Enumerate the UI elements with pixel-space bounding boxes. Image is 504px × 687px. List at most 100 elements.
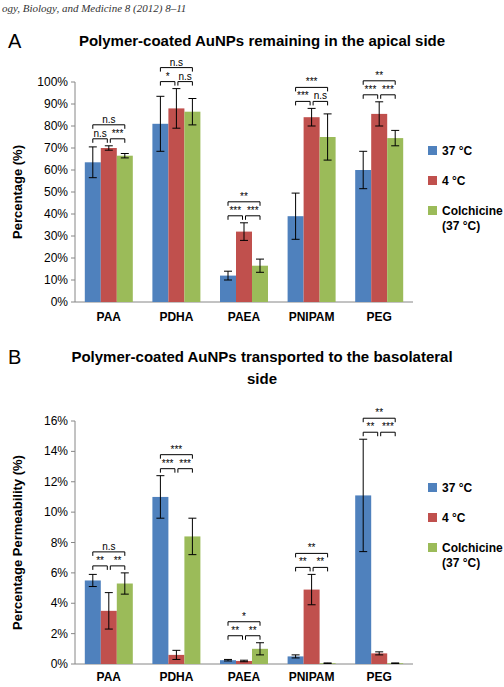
error-stem — [192, 518, 193, 554]
error-cap — [240, 222, 248, 223]
bar — [304, 117, 320, 302]
error-stem — [395, 130, 396, 145]
bar — [85, 162, 101, 302]
legend-label: Colchicine(37 °C) — [442, 204, 503, 233]
y-tick — [71, 572, 75, 573]
error-bar — [308, 574, 316, 604]
bar — [101, 148, 117, 302]
error-bar — [224, 271, 232, 280]
bar — [220, 660, 236, 664]
bar — [117, 584, 133, 664]
y-tick-label: 12% — [44, 475, 68, 489]
error-stem — [260, 259, 261, 272]
significance-label: *** — [365, 84, 377, 95]
significance-bracket: n.s — [178, 71, 193, 86]
error-bar — [105, 146, 113, 150]
error-stem — [108, 593, 109, 629]
y-tick — [71, 126, 75, 127]
significance-label: ** — [96, 555, 104, 566]
y-tick — [71, 236, 75, 237]
legend-line: 37 °C — [442, 481, 472, 495]
y-tick — [71, 512, 75, 513]
title-line: Polymer-coated AuNPs remaining in the ap… — [79, 32, 445, 49]
error-bar — [224, 659, 232, 661]
y-tick-label: 0% — [51, 295, 69, 309]
error-cap — [188, 98, 196, 99]
error-cap — [188, 518, 196, 519]
significance-label: n.s — [93, 128, 106, 139]
bar — [220, 276, 236, 302]
significance-label: ** — [316, 556, 324, 567]
error-bar — [375, 652, 383, 655]
error-bar — [188, 518, 196, 554]
error-cap — [391, 662, 399, 663]
error-cap — [156, 151, 164, 152]
significance-bracket: n.s — [313, 90, 328, 105]
legend-line: 37 °C — [442, 144, 472, 158]
error-bar — [188, 99, 196, 125]
significance-bracket: *** — [160, 444, 192, 459]
error-bar — [359, 151, 367, 188]
error-cap — [188, 124, 196, 125]
x-tick-label: PEG — [367, 670, 392, 684]
chart-panel: BPolymer-coated AuNPs transported to the… — [8, 346, 503, 684]
error-cap — [308, 108, 316, 109]
y-tick-label: 4% — [51, 596, 69, 610]
significance-bracket: ** — [246, 625, 261, 640]
legend-line: Colchicine — [442, 204, 503, 218]
error-cap — [172, 659, 180, 660]
legend-line: (37 °C) — [442, 556, 480, 570]
panel-label: B — [8, 346, 21, 368]
error-cap — [172, 128, 180, 129]
error-stem — [92, 574, 93, 586]
significance-bracket: *** — [363, 84, 378, 99]
significance-bracket: ** — [110, 555, 125, 570]
significance-bracket: *** — [160, 458, 175, 473]
bar — [168, 108, 184, 302]
bracket-line — [381, 95, 396, 99]
significance-bracket: n.s — [93, 114, 125, 129]
bracket-line — [313, 567, 328, 571]
significance-label: *** — [382, 421, 394, 432]
legend-entry: 4 °C — [428, 174, 466, 188]
y-tick — [71, 148, 75, 149]
error-cap — [375, 651, 383, 652]
error-bar — [375, 102, 383, 126]
error-cap — [359, 439, 367, 440]
error-stem — [244, 223, 245, 241]
bar — [184, 536, 200, 664]
error-cap — [89, 146, 97, 147]
error-bar — [121, 154, 129, 158]
significance-bracket: *** — [381, 84, 396, 99]
significance-label: n.s — [314, 90, 327, 101]
significance-label: ** — [375, 407, 383, 418]
error-bar — [256, 259, 264, 272]
error-cap — [308, 574, 316, 575]
bracket-line — [363, 432, 378, 436]
y-tick — [71, 214, 75, 215]
significance-bracket: *** — [178, 458, 193, 473]
error-cap — [375, 654, 383, 655]
error-stem — [327, 114, 328, 160]
error-stem — [108, 146, 109, 150]
legend-swatch — [428, 513, 437, 522]
y-tick-label: 20% — [44, 251, 68, 265]
error-cap — [121, 594, 129, 595]
error-bar — [105, 593, 113, 629]
title-line: side — [247, 370, 277, 387]
error-cap — [172, 650, 180, 651]
bracket-line — [228, 636, 243, 640]
error-cap — [324, 663, 332, 664]
y-tick-label: 0% — [51, 657, 69, 671]
bar — [184, 112, 200, 302]
error-cap — [121, 572, 129, 573]
y-tick-label: 90% — [44, 97, 68, 111]
significance-bracket: n.s — [160, 57, 192, 72]
significance-label: * — [242, 611, 246, 622]
legend-line: Colchicine — [442, 541, 503, 555]
error-bar — [308, 108, 316, 126]
error-bar — [359, 439, 367, 551]
significance-bracket: * — [160, 71, 175, 86]
significance-bracket: n.s — [93, 128, 108, 143]
significance-label: ** — [308, 542, 316, 553]
